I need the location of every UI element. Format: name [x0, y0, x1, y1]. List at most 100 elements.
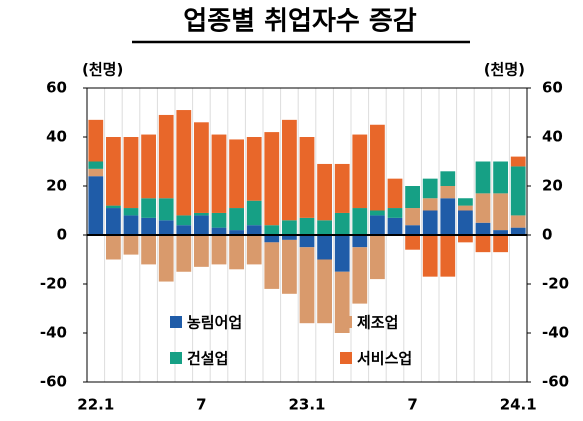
bar — [88, 168, 104, 177]
bar — [352, 208, 368, 235]
x-tick-label: 7 — [196, 396, 206, 414]
bar — [299, 247, 315, 324]
y-tick-label: -60 — [40, 373, 67, 391]
bar — [440, 198, 456, 235]
bar — [246, 235, 262, 265]
bar — [106, 205, 121, 209]
bar — [211, 235, 227, 265]
bar — [493, 161, 508, 194]
legend-swatch — [170, 316, 182, 328]
bar — [106, 137, 121, 206]
bar — [176, 235, 192, 272]
bar — [510, 156, 526, 167]
chart-title: 업종별 취업자수 증감 — [183, 7, 416, 37]
bar — [246, 225, 262, 235]
bar — [194, 235, 209, 267]
bar — [440, 235, 456, 277]
y2-tick-label: -20 — [542, 275, 569, 293]
bar — [246, 137, 262, 201]
bar — [299, 235, 315, 248]
bar — [158, 114, 174, 199]
bar — [387, 208, 403, 218]
bar — [352, 247, 368, 304]
bar — [475, 161, 491, 194]
bar — [317, 259, 332, 324]
bar — [458, 210, 473, 235]
bar — [211, 227, 227, 235]
bar — [229, 139, 244, 209]
bar — [458, 205, 473, 211]
y2-tick-label: 60 — [542, 79, 563, 97]
bar — [405, 225, 420, 235]
y-tick-label: -40 — [40, 324, 67, 342]
bar — [475, 193, 491, 223]
bar — [141, 217, 156, 235]
y2-tick-label: 0 — [542, 226, 552, 244]
bar — [141, 198, 156, 218]
bar — [194, 212, 209, 216]
y-tick-label: 60 — [46, 79, 67, 97]
bar — [299, 137, 315, 218]
bar — [510, 166, 526, 216]
bar — [475, 222, 491, 235]
y2-tick-label: 40 — [542, 128, 563, 146]
bar — [141, 235, 156, 265]
bar — [510, 215, 526, 228]
bar — [88, 176, 104, 235]
y-tick-label: 40 — [46, 128, 67, 146]
bar — [352, 134, 368, 209]
legend-label: 농림어업 — [187, 314, 242, 332]
bar — [493, 193, 508, 231]
bar — [264, 242, 280, 289]
bar — [352, 235, 368, 248]
bar — [282, 119, 297, 221]
bar — [123, 208, 139, 216]
legend-swatch — [170, 352, 182, 364]
bar — [158, 220, 174, 235]
bar — [246, 200, 262, 226]
bar — [422, 178, 438, 199]
bar — [176, 110, 192, 216]
bar — [475, 235, 491, 253]
y-unit: (천명) — [82, 61, 123, 79]
legend-label: 서비스업 — [357, 350, 412, 368]
bar — [299, 217, 315, 235]
bar — [282, 239, 297, 294]
y-tick-label: 0 — [57, 226, 67, 244]
bar — [229, 208, 244, 231]
bar — [458, 235, 473, 243]
bar — [370, 215, 385, 235]
y-tick-label: -20 — [40, 275, 67, 293]
x-tick-label: 7 — [407, 396, 417, 414]
y2-unit: (천명) — [484, 61, 525, 79]
x-tick-label: 22.1 — [77, 396, 114, 414]
legend-swatch — [340, 352, 352, 364]
legend-label: 제조업 — [357, 314, 398, 332]
bar — [370, 235, 385, 280]
bar — [229, 230, 244, 235]
bar — [440, 171, 456, 186]
legend-swatch — [340, 316, 352, 328]
bar — [158, 198, 174, 221]
bar — [370, 124, 385, 211]
bar — [194, 122, 209, 213]
bar — [194, 215, 209, 235]
bar — [387, 178, 403, 209]
y2-tick-label: -60 — [542, 373, 569, 391]
bar — [264, 225, 280, 235]
bar — [458, 198, 473, 206]
plot-frame — [86, 87, 528, 383]
bar — [387, 217, 403, 235]
bar — [317, 235, 332, 260]
legend-label: 건설업 — [187, 350, 228, 368]
bar — [123, 235, 139, 255]
bar — [317, 163, 332, 221]
bar — [334, 235, 350, 272]
bar — [106, 208, 121, 235]
bar — [422, 210, 438, 235]
y2-tick-label: -40 — [542, 324, 569, 342]
bar — [440, 186, 456, 199]
bar — [211, 134, 227, 213]
bar — [282, 220, 297, 235]
